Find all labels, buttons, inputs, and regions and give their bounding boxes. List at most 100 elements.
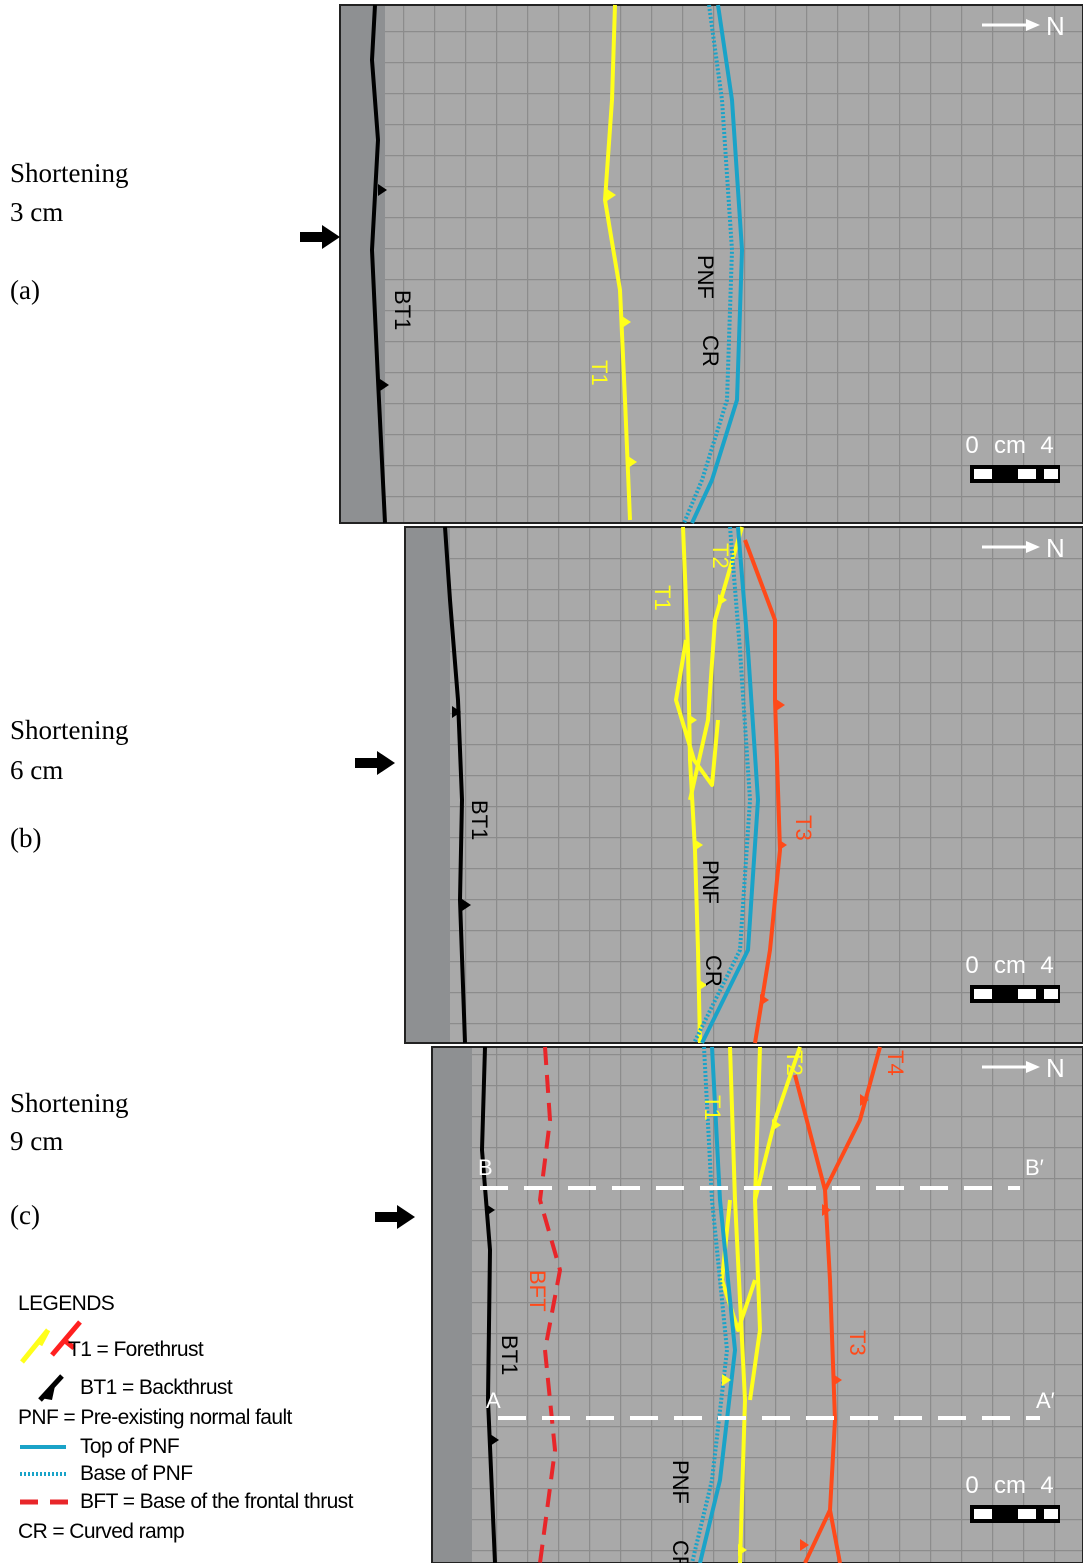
panel-caption: (c) — [10, 1200, 40, 1230]
north-label: N — [1046, 1053, 1065, 1083]
panel-caption: Shortening — [10, 158, 129, 188]
thrust-tooth — [833, 1374, 842, 1386]
fault-trace — [681, 526, 702, 1044]
panel-caption: Shortening — [10, 1088, 129, 1118]
scale-label: cm — [994, 1472, 1026, 1499]
scale-block — [1018, 989, 1036, 999]
fault-label: T3 — [791, 815, 816, 841]
thrust-tooth — [607, 189, 616, 201]
fault-label: PNF — [693, 255, 718, 299]
legend: LEGENDS T1 = Forethrust BT1 = Backthrust… — [18, 1292, 354, 1543]
legend-title: LEGENDS — [18, 1292, 115, 1315]
thrust-tooth — [722, 1374, 731, 1386]
legend-item: BFT = Base of the frontal thrust — [80, 1490, 354, 1513]
scale-bar — [970, 1505, 1060, 1523]
panel-border — [431, 1046, 1083, 1563]
scale-block — [974, 1509, 992, 1519]
legend-item: Base of PNF — [80, 1462, 192, 1485]
thrust-tooth — [760, 994, 769, 1006]
fault-trace — [803, 1509, 832, 1563]
fault-trace — [793, 1046, 882, 1192]
panel-border — [404, 526, 1083, 1044]
scale-label: cm — [994, 952, 1026, 979]
panel: Shortening 6 cm (b) N 0 cm 4 BT1 T1 T2 T3 PNF CR — [10, 526, 1083, 1044]
scale-bar — [970, 985, 1060, 1003]
north-label: N — [1046, 533, 1065, 563]
thrust-tooth — [452, 706, 461, 718]
scale-label: 4 — [1040, 432, 1053, 459]
compression-arrow — [300, 225, 340, 249]
north-label: N — [1046, 11, 1065, 41]
thrust-tooth — [694, 839, 703, 851]
panel-caption: (a) — [10, 275, 40, 305]
fault-trace — [603, 4, 632, 521]
legend-item: Top of PNF — [80, 1435, 179, 1458]
fault-trace — [700, 526, 760, 1044]
panel: Shortening 3 cm (a) N 0 cm 4 BT1 T1 PNF CR — [10, 4, 1083, 524]
fault-trace — [480, 1046, 497, 1563]
section-label: A — [486, 1388, 501, 1413]
panel-caption: Shortening — [10, 715, 129, 745]
panel-caption: 3 cm — [10, 197, 63, 227]
legend-item: CR = Curved ramp — [18, 1520, 184, 1543]
thrust-tooth — [778, 839, 787, 851]
section-label: B — [478, 1155, 493, 1180]
scale-bar — [970, 465, 1060, 483]
scale-label: 4 — [1040, 952, 1053, 979]
fault-label: T2 — [708, 543, 733, 569]
scale-label: 4 — [1040, 1472, 1053, 1499]
thrust-tooth — [378, 184, 387, 196]
section-label: A′ — [1036, 1388, 1055, 1413]
fault-label: T2 — [782, 1050, 807, 1076]
thrust-tooth — [718, 594, 727, 606]
north-arrow-head — [1026, 1061, 1040, 1073]
fault-trace — [823, 1189, 842, 1563]
north-arrow-head — [1026, 19, 1040, 31]
fault-trace — [443, 526, 467, 1044]
legend-item: PNF = Pre-existing normal fault — [18, 1406, 293, 1429]
fault-trace — [682, 4, 734, 524]
panel-caption: 6 cm — [10, 755, 63, 785]
fault-label: BT1 — [467, 800, 492, 840]
thrust-tooth — [628, 456, 637, 468]
thrust-tooth — [462, 899, 471, 911]
scale-label: 0 — [965, 952, 978, 979]
legend-item: T1 = Forethrust — [68, 1338, 204, 1361]
north-arrow-head — [1026, 541, 1040, 553]
model-surface — [340, 5, 1083, 523]
fault-label: CR — [701, 955, 726, 987]
fault-trace — [743, 539, 782, 1044]
fault-trace — [753, 1046, 802, 1201]
fault-trace — [538, 1046, 562, 1563]
thrust-tooth — [622, 316, 631, 328]
scale-label: 0 — [965, 432, 978, 459]
panel-caption: 9 cm — [10, 1126, 63, 1156]
fault-label: T3 — [845, 1330, 870, 1356]
scale-block — [1018, 1509, 1036, 1519]
scale-block — [1044, 1509, 1058, 1519]
compression-arrow — [375, 1205, 415, 1229]
fault-trace — [692, 526, 752, 1044]
legend-item: BT1 = Backthrust — [80, 1376, 233, 1399]
scale-label: 0 — [965, 1472, 978, 1499]
thrust-tooth — [490, 1434, 499, 1446]
fault-label: T1 — [587, 360, 612, 386]
thrust-tooth — [860, 1094, 869, 1106]
fault-trace — [370, 4, 387, 524]
fault-trace — [688, 526, 744, 801]
fault-label: CR — [698, 335, 723, 367]
thrust-tooth — [772, 1119, 781, 1131]
thrust-tooth — [738, 1544, 747, 1556]
thrust-tooth — [822, 1204, 831, 1216]
thrust-tooth — [380, 379, 389, 391]
thrust-tooth — [486, 1204, 495, 1216]
backstop-wall — [405, 527, 450, 1043]
fault-label: PNF — [698, 860, 723, 904]
scale-block — [974, 469, 992, 479]
fault-trace — [698, 1046, 737, 1563]
fault-label: PNF — [668, 1460, 693, 1504]
section-label: B′ — [1025, 1155, 1044, 1180]
thrust-tooth — [688, 714, 697, 726]
